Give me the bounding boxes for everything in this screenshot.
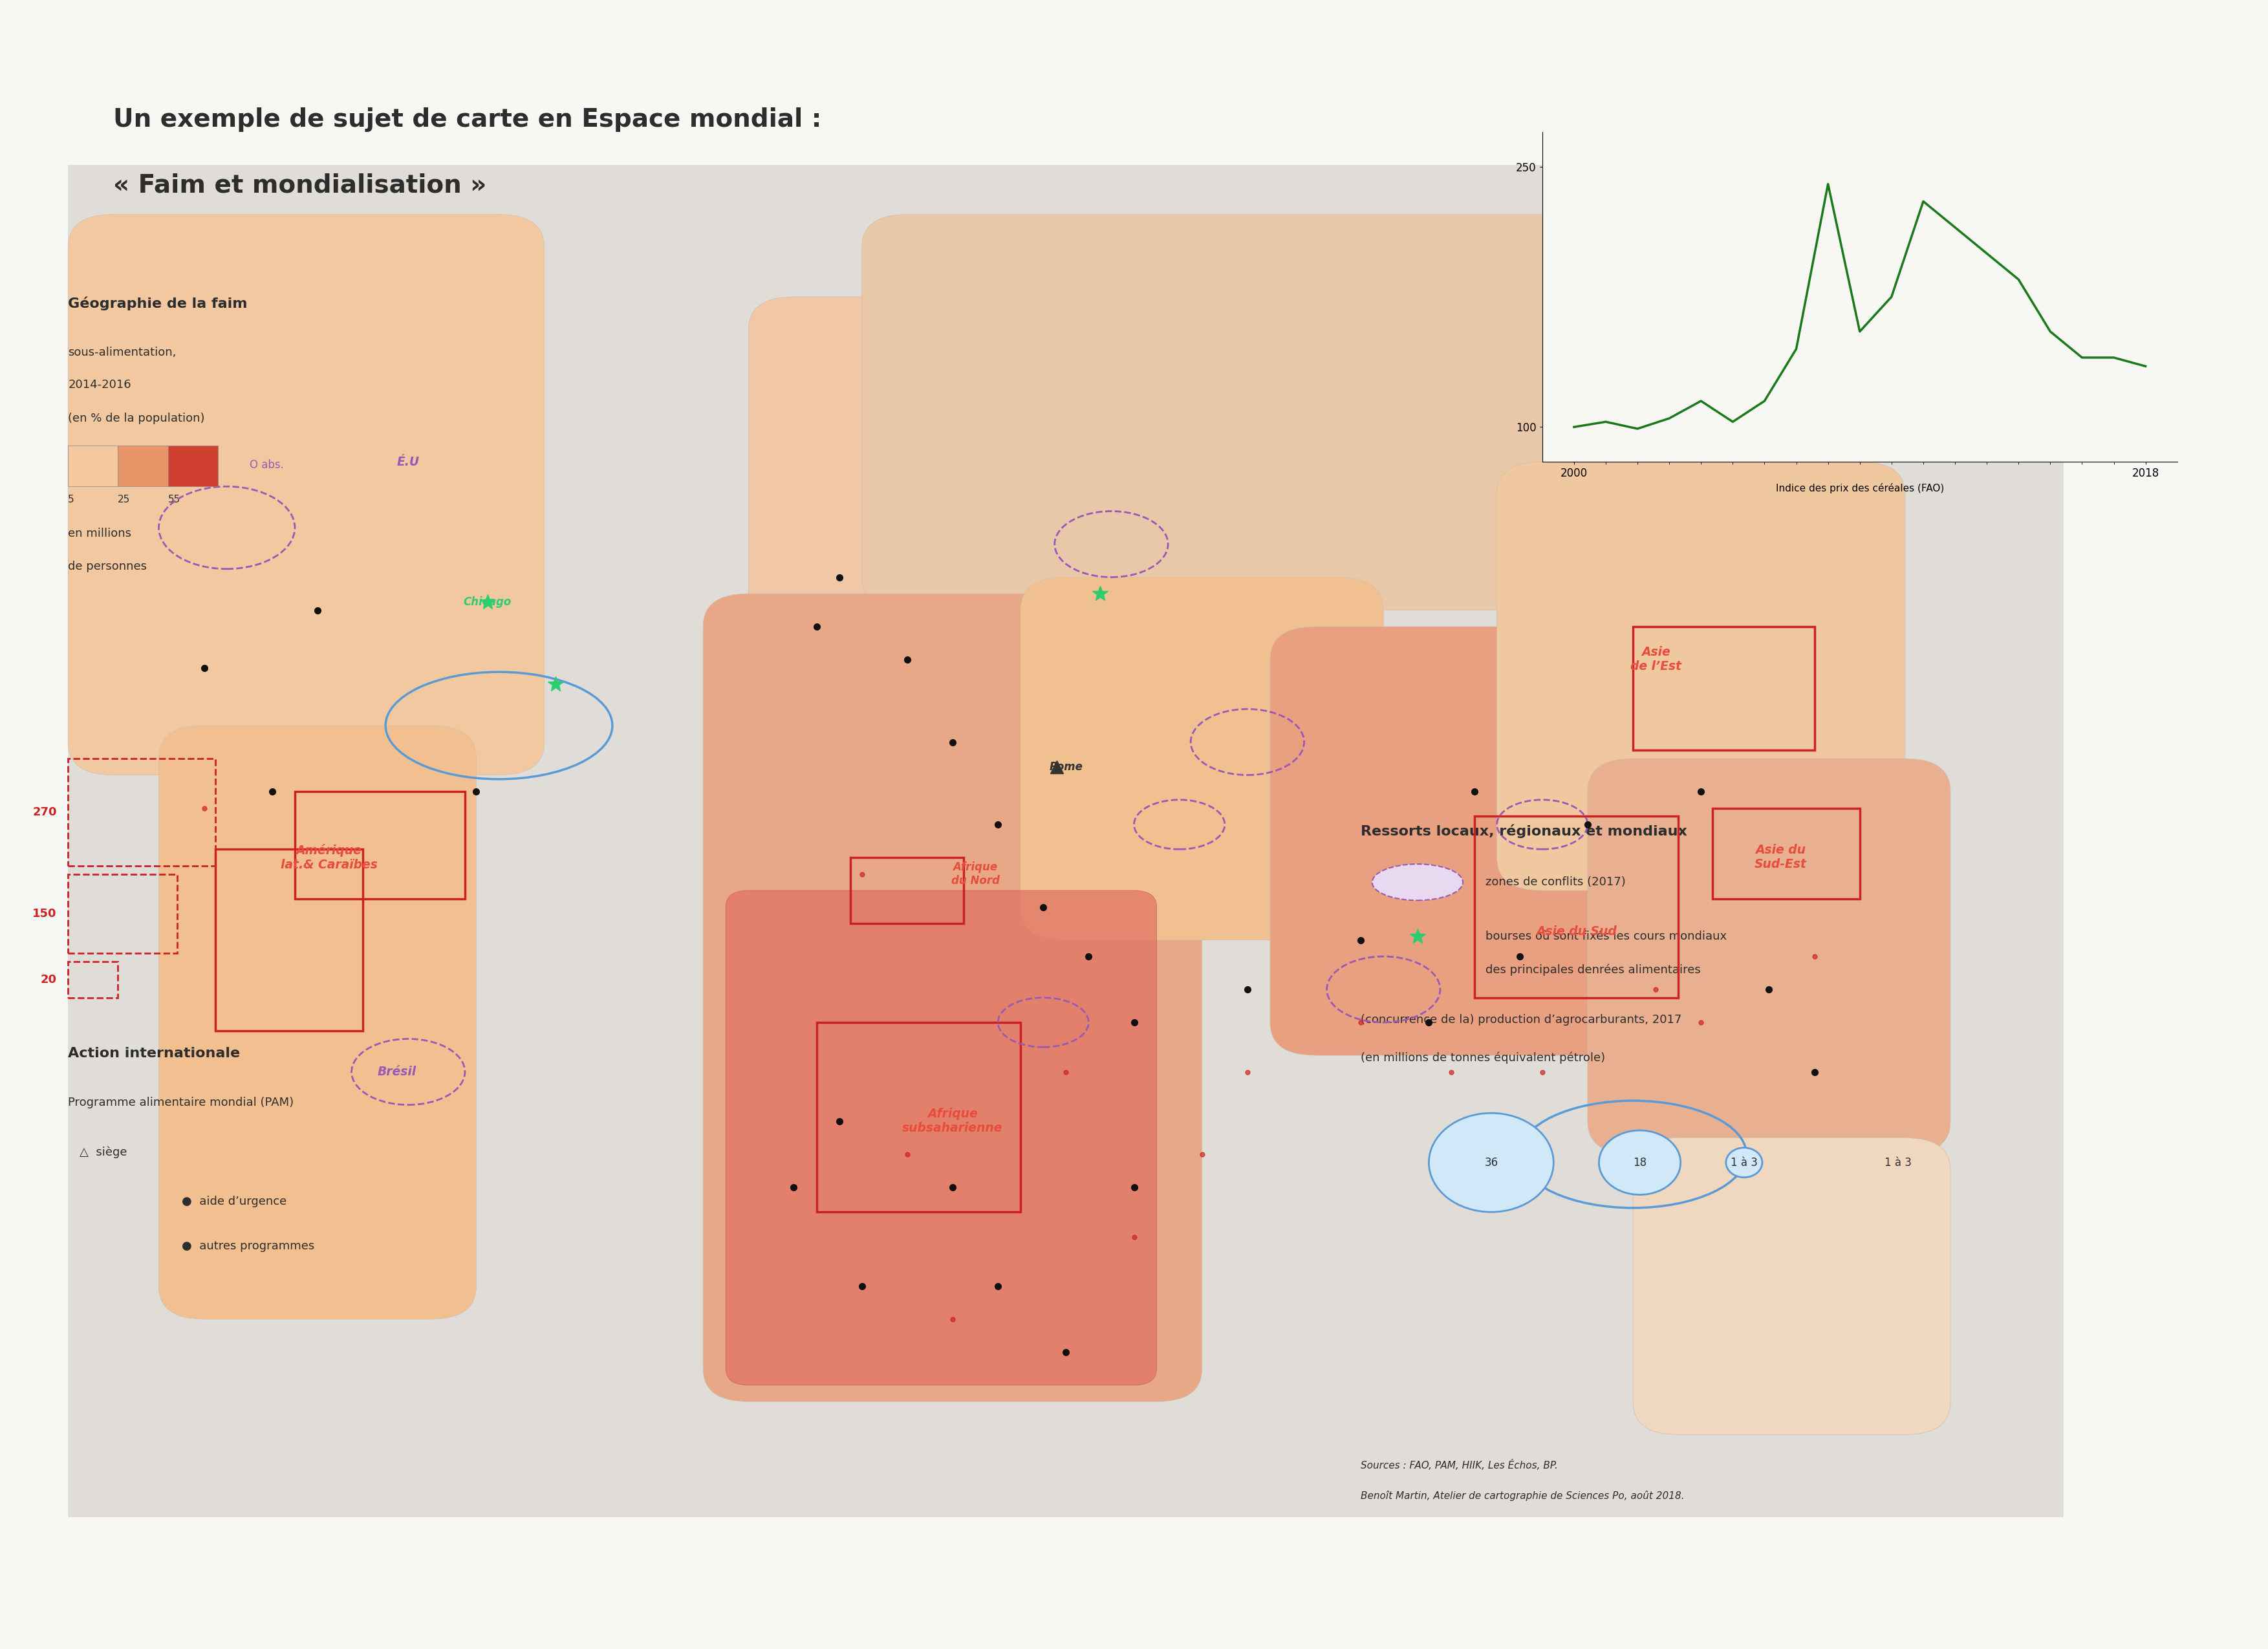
Bar <box>68 445 118 486</box>
FancyBboxPatch shape <box>68 214 544 775</box>
Text: Géographie de la faim: Géographie de la faim <box>68 297 247 310</box>
FancyBboxPatch shape <box>1633 1138 1950 1435</box>
Text: 18: 18 <box>1633 1156 1647 1169</box>
Text: Asie du Sud: Asie du Sud <box>1535 925 1617 938</box>
Text: Afrique
du Nord: Afrique du Nord <box>950 861 1000 887</box>
FancyBboxPatch shape <box>1497 462 1905 890</box>
Text: ●  autres programmes: ● autres programmes <box>181 1240 315 1252</box>
Text: Chicago: Chicago <box>463 595 513 608</box>
Text: des principales denrées alimentaires: des principales denrées alimentaires <box>1486 963 1701 976</box>
Text: (en millions de tonnes équivalent pétrole): (en millions de tonnes équivalent pétrol… <box>1361 1052 1606 1064</box>
Bar <box>850 857 964 923</box>
Text: 150: 150 <box>32 907 57 920</box>
Text: Un exemple de sujet de carte en Espace mondial :: Un exemple de sujet de carte en Espace m… <box>113 107 821 132</box>
Bar <box>168 445 218 486</box>
Ellipse shape <box>1599 1131 1681 1194</box>
Ellipse shape <box>1372 864 1463 900</box>
Text: 55: 55 <box>168 495 179 505</box>
Text: Brésil: Brésil <box>376 1065 417 1078</box>
Bar <box>118 445 168 486</box>
Text: 20: 20 <box>41 973 57 986</box>
Text: de personnes: de personnes <box>68 561 147 572</box>
Text: Programme alimentaire mondial (PAM): Programme alimentaire mondial (PAM) <box>68 1097 295 1108</box>
Bar <box>1474 816 1678 998</box>
Text: 25: 25 <box>118 495 129 505</box>
FancyBboxPatch shape <box>862 214 1814 610</box>
Text: Action internationale: Action internationale <box>68 1047 240 1060</box>
Text: Asie du
Sud-Est: Asie du Sud-Est <box>1753 844 1808 871</box>
Text: 1 à 3: 1 à 3 <box>1885 1156 1912 1169</box>
Text: Benoît Martin, Atelier de cartographie de Sciences Po, août 2018.: Benoît Martin, Atelier de cartographie d… <box>1361 1491 1685 1501</box>
FancyBboxPatch shape <box>1021 577 1383 940</box>
X-axis label: Indice des prix des céréales (FAO): Indice des prix des céréales (FAO) <box>1776 483 1944 493</box>
Bar <box>68 874 177 953</box>
Text: bourses où sont fixés les cours mondiaux: bourses où sont fixés les cours mondiaux <box>1486 930 1726 943</box>
Bar <box>1633 627 1814 750</box>
Bar <box>816 1022 1021 1212</box>
Bar <box>295 792 465 899</box>
Bar <box>68 961 118 998</box>
FancyBboxPatch shape <box>1588 759 1950 1154</box>
Text: « Faim et mondialisation »: « Faim et mondialisation » <box>113 173 488 198</box>
Bar <box>1712 808 1860 899</box>
Bar <box>68 759 215 866</box>
Text: Asie
de l’Est: Asie de l’Est <box>1631 646 1681 673</box>
Text: △  siège: △ siège <box>79 1146 127 1158</box>
Text: 5: 5 <box>68 495 75 505</box>
Text: (en % de la population): (en % de la population) <box>68 412 204 424</box>
Bar <box>215 849 363 1031</box>
Text: (concurrence de la) production d’agrocarburants, 2017: (concurrence de la) production d’agrocar… <box>1361 1014 1683 1026</box>
Text: É.U: É.U <box>397 455 420 468</box>
FancyBboxPatch shape <box>726 890 1157 1385</box>
Bar <box>68 165 2064 1517</box>
Text: 270: 270 <box>32 806 57 818</box>
Text: Amérique
lat.& Caraïbes: Amérique lat.& Caraïbes <box>281 844 376 871</box>
Ellipse shape <box>1429 1113 1554 1212</box>
Text: 36: 36 <box>1483 1156 1499 1169</box>
Text: ●  aide d’urgence: ● aide d’urgence <box>181 1196 286 1207</box>
Text: Afrique
subsaharienne: Afrique subsaharienne <box>903 1108 1002 1135</box>
FancyBboxPatch shape <box>703 594 1202 1402</box>
Text: O abs.: O abs. <box>249 458 284 472</box>
FancyBboxPatch shape <box>159 726 476 1319</box>
Text: Rome: Rome <box>1050 760 1082 773</box>
Text: zones de conflits (2017): zones de conflits (2017) <box>1486 876 1626 889</box>
Ellipse shape <box>1726 1148 1762 1177</box>
Text: 1 à 3: 1 à 3 <box>1730 1156 1758 1169</box>
Text: Sources : FAO, PAM, HIIK, Les Échos, BP.: Sources : FAO, PAM, HIIK, Les Échos, BP. <box>1361 1459 1558 1471</box>
Text: en millions: en millions <box>68 528 132 539</box>
Text: sous-alimentation,: sous-alimentation, <box>68 346 177 358</box>
Text: 2014-2016: 2014-2016 <box>68 379 132 391</box>
Text: Ressorts locaux, régionaux et mondiaux: Ressorts locaux, régionaux et mondiaux <box>1361 824 1687 838</box>
FancyBboxPatch shape <box>1270 627 1678 1055</box>
FancyBboxPatch shape <box>748 297 1111 660</box>
